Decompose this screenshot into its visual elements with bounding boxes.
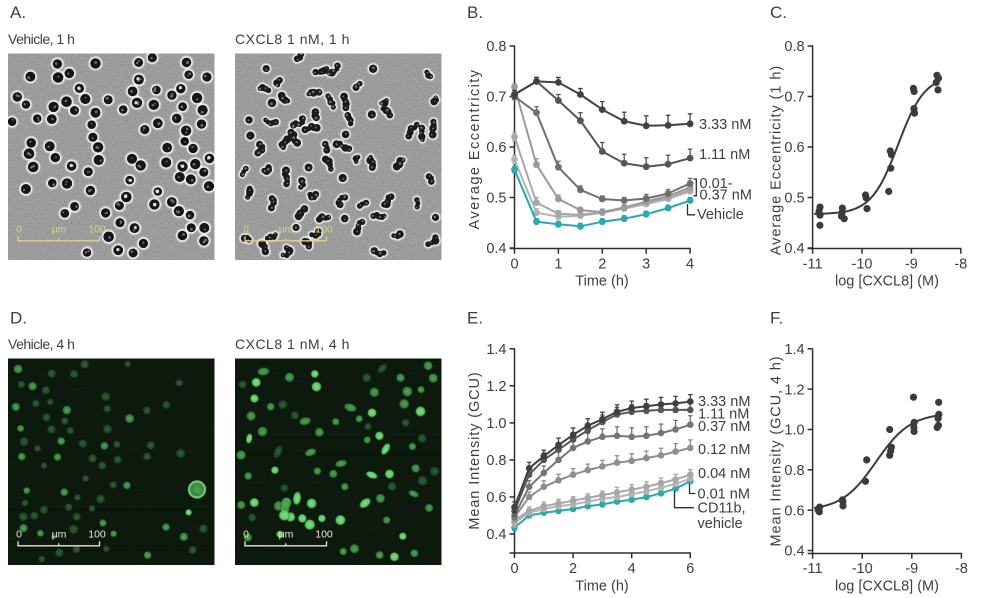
svg-text:0.4: 0.4 (784, 241, 804, 257)
svg-text:C.: C. (770, 3, 787, 22)
svg-text:-10: -10 (852, 257, 873, 273)
svg-text:CXCL8 1 nM, 4 h: CXCL8 1 nM, 4 h (235, 336, 350, 352)
svg-text:-9: -9 (905, 257, 918, 273)
svg-text:0.8: 0.8 (486, 39, 506, 55)
svg-text:0: 0 (243, 223, 249, 235)
svg-text:B.: B. (467, 3, 483, 22)
svg-text:CXCL8 1 nM, 1 h: CXCL8 1 nM, 1 h (235, 31, 350, 47)
svg-text:6: 6 (686, 561, 694, 577)
svg-text:μm: μm (52, 223, 67, 235)
svg-text:3.33 nM: 3.33 nM (698, 394, 750, 410)
svg-text:μm: μm (279, 528, 294, 540)
svg-text:0: 0 (510, 561, 518, 577)
svg-text:0.8: 0.8 (784, 463, 804, 479)
svg-text:-11: -11 (803, 257, 823, 273)
svg-text:-11: -11 (803, 561, 823, 577)
svg-text:log [CXCL8] (M): log [CXCL8] (M) (835, 579, 939, 595)
svg-text:100: 100 (88, 223, 106, 235)
svg-text:0.6: 0.6 (486, 490, 506, 506)
svg-text:0.6: 0.6 (486, 140, 506, 156)
svg-text:1.11 nM: 1.11 nM (699, 147, 750, 163)
svg-text:100: 100 (88, 528, 106, 540)
svg-text:Time (h): Time (h) (575, 579, 628, 595)
svg-text:Time (h): Time (h) (575, 274, 628, 290)
svg-text:0.7: 0.7 (486, 90, 506, 106)
svg-text:1.0: 1.0 (486, 416, 506, 432)
svg-text:-8: -8 (954, 257, 967, 273)
svg-text:Average Eccentricity: Average Eccentricity (467, 69, 483, 230)
svg-text:μm: μm (52, 528, 67, 540)
svg-text:-9: -9 (905, 561, 918, 577)
svg-text:1.0: 1.0 (784, 423, 804, 439)
svg-text:2: 2 (569, 561, 577, 577)
svg-text:100: 100 (315, 528, 333, 540)
svg-text:Vehicle: Vehicle (697, 207, 744, 223)
svg-text:1.11 nM: 1.11 nM (698, 407, 749, 423)
svg-text:A.: A. (10, 3, 26, 22)
svg-text:0.4: 0.4 (486, 527, 506, 543)
svg-text:0: 0 (16, 528, 22, 540)
svg-text:0.01-: 0.01- (700, 176, 733, 192)
svg-text:3: 3 (642, 257, 650, 273)
svg-text:Mean Intensity (GCU, 4 h): Mean Intensity (GCU, 4 h) (769, 356, 785, 547)
svg-text:1.2: 1.2 (784, 382, 804, 398)
svg-text:Vehicle, 1 h: Vehicle, 1 h (8, 31, 74, 47)
svg-text:Average Eccentricity (1 h): Average Eccentricity (1 h) (769, 65, 785, 255)
svg-text:-10: -10 (852, 561, 873, 577)
svg-text:μm: μm (279, 223, 294, 235)
svg-text:1.4: 1.4 (486, 342, 506, 358)
svg-text:1: 1 (554, 257, 562, 273)
svg-text:0.8: 0.8 (486, 453, 506, 469)
svg-text:0.01 nM: 0.01 nM (698, 487, 750, 503)
svg-text:0.7: 0.7 (784, 90, 804, 106)
svg-text:4: 4 (686, 257, 694, 273)
svg-text:log [CXCL8] (M): log [CXCL8] (M) (835, 274, 939, 290)
svg-text:0.4: 0.4 (784, 544, 804, 560)
svg-text:-8: -8 (955, 561, 968, 577)
svg-text:0.5: 0.5 (486, 191, 506, 207)
svg-text:1.4: 1.4 (784, 342, 804, 358)
svg-text:0.6: 0.6 (784, 503, 804, 519)
svg-text:4: 4 (628, 561, 636, 577)
svg-text:0.5: 0.5 (784, 191, 804, 207)
svg-text:F.: F. (770, 308, 783, 327)
svg-text:E.: E. (467, 308, 483, 327)
svg-text:0.37 nM: 0.37 nM (698, 419, 750, 435)
svg-text:Mean Intensity (GCU): Mean Intensity (GCU) (467, 371, 483, 529)
svg-text:0.12 nM: 0.12 nM (698, 442, 750, 458)
svg-text:100: 100 (315, 223, 333, 235)
svg-text:vehicle: vehicle (698, 516, 743, 532)
svg-text:0.8: 0.8 (784, 39, 804, 55)
svg-text:0.37 nM: 0.37 nM (700, 188, 752, 204)
svg-text:3.33 nM: 3.33 nM (699, 117, 751, 133)
svg-text:0: 0 (16, 223, 22, 235)
svg-text:1.2: 1.2 (486, 379, 506, 395)
svg-text:0: 0 (510, 257, 518, 273)
svg-text:D.: D. (10, 309, 27, 328)
svg-text:Vehicle, 4 h: Vehicle, 4 h (8, 336, 74, 352)
svg-text:2: 2 (598, 257, 606, 273)
svg-text:0.4: 0.4 (486, 241, 506, 257)
svg-text:0.6: 0.6 (784, 140, 804, 156)
svg-text:0.04 nM: 0.04 nM (698, 466, 750, 482)
svg-text:CD11b,: CD11b, (698, 501, 746, 517)
svg-text:0: 0 (243, 528, 249, 540)
